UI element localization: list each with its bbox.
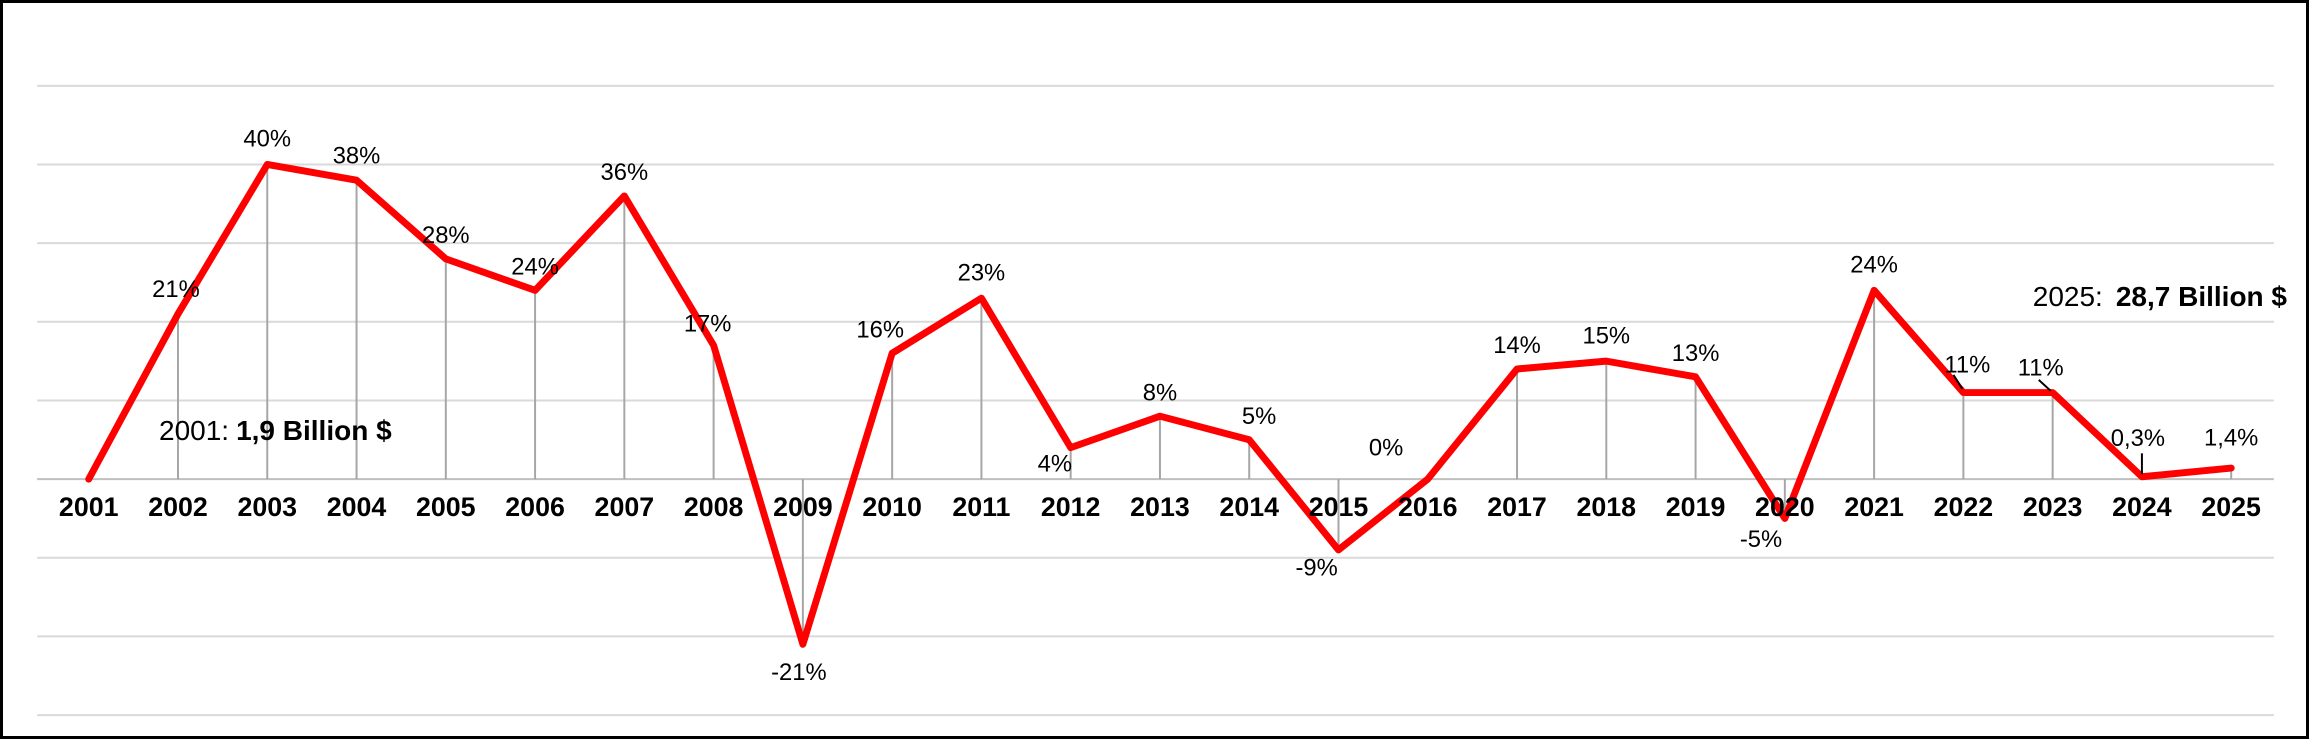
x-axis-label: 2021	[1844, 492, 1904, 522]
data-label: 17%	[684, 311, 732, 338]
x-axis-label: 2007	[595, 492, 655, 522]
data-label: 11%	[2018, 355, 2064, 382]
data-label: -21%	[771, 659, 827, 686]
x-axis-label: 2003	[237, 492, 297, 522]
data-label: 11%	[1944, 352, 1990, 379]
x-axis-label: 2014	[1219, 492, 1279, 522]
line-chart: 21% 40% 38% 28% 24% 36% 17% -21% 16% 23% 4% 8% 5% -9%…	[37, 84, 2274, 717]
x-axis-label: 2015	[1309, 492, 1369, 522]
data-label: 13%	[1672, 340, 1720, 367]
data-label: 23%	[958, 259, 1006, 286]
x-axis-label: 2011	[952, 492, 1010, 522]
data-label: -5%	[1740, 526, 1782, 553]
data-label: 38%	[333, 142, 381, 169]
annotation-2025: 2025: 28,7 Billion $	[2032, 281, 2287, 313]
x-axis-label: 2025	[2201, 492, 2261, 522]
data-label: 1,4%	[2204, 424, 2258, 451]
annotation-2001: 2001: 1,9 Billion $	[159, 415, 392, 447]
x-axis-label: 2018	[1577, 492, 1637, 522]
annotation-2001-prefix: 2001:	[159, 415, 230, 446]
x-axis-label: 2008	[684, 492, 744, 522]
data-label: 28%	[422, 222, 470, 249]
x-axis-label: 2001	[59, 492, 119, 522]
data-label: 14%	[1493, 332, 1541, 359]
x-axis-label: 2004	[327, 492, 387, 522]
data-label: 16%	[856, 316, 904, 343]
data-label: 21%	[152, 276, 200, 303]
x-axis-label: 2024	[2112, 492, 2172, 522]
data-label: 24%	[1850, 251, 1898, 278]
x-axis-label: 2017	[1487, 492, 1547, 522]
series-line	[85, 161, 2235, 648]
data-label: 5%	[1242, 403, 1276, 430]
x-axis-label: 2016	[1398, 492, 1458, 522]
data-label: 24%	[511, 253, 559, 280]
data-label: 4%	[1038, 450, 1072, 477]
x-axis-label: 2012	[1041, 492, 1101, 522]
leader-line	[1952, 374, 1964, 390]
data-label: -9%	[1296, 555, 1338, 582]
x-axis-label: 2023	[2023, 492, 2083, 522]
data-label: 36%	[601, 159, 649, 186]
leader-line	[2038, 379, 2052, 392]
x-axis-label: 2013	[1130, 492, 1190, 522]
annotation-2025-prefix: 2025:	[2032, 281, 2103, 312]
x-axis-label: 2019	[1666, 492, 1726, 522]
x-axis-label: 2006	[505, 492, 565, 522]
data-label: 0%	[1369, 434, 1403, 461]
x-axis-label: 2005	[416, 492, 476, 522]
data-label: 15%	[1582, 322, 1630, 349]
data-label: 40%	[243, 126, 291, 153]
x-axis-label: 2010	[862, 492, 922, 522]
data-label: 8%	[1143, 379, 1177, 406]
x-axis-label: 2020	[1755, 492, 1815, 522]
data-label: 0,3%	[2111, 425, 2165, 452]
x-axis-label: 2022	[1934, 492, 1994, 522]
annotation-2025-value: 28,7 Billion $	[2115, 281, 2287, 312]
x-axis-label: 2002	[148, 492, 208, 522]
annotation-2001-value: 1,9 Billion $	[236, 415, 392, 446]
x-axis-label: 2009	[773, 492, 833, 522]
